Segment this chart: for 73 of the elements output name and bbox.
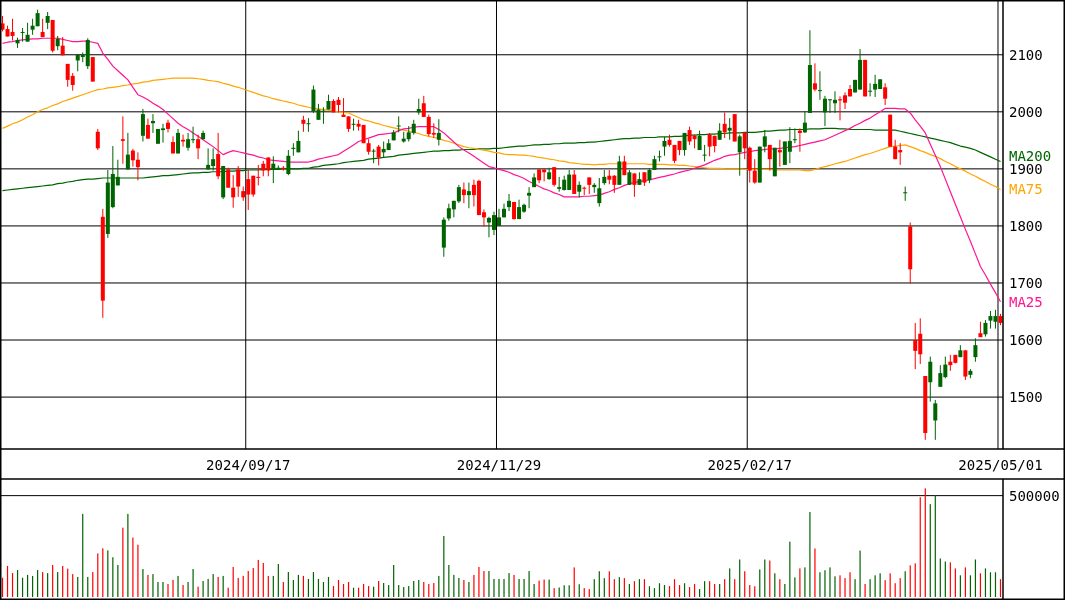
candlestick: [913, 322, 918, 370]
candlestick: [436, 118, 441, 146]
candlestick: [421, 95, 426, 118]
candlestick: [868, 82, 873, 97]
candlestick: [747, 146, 752, 184]
candlestick: [767, 144, 772, 172]
series-label: MA25: [1009, 293, 1043, 310]
line-series: [1, 77, 1002, 191]
candlestick: [466, 182, 471, 209]
candlestick: [351, 118, 356, 132]
candlestick: [883, 82, 888, 106]
candlestick: [176, 128, 181, 154]
candlestick: [186, 132, 191, 152]
candlestick: [973, 337, 978, 363]
candlestick: [507, 193, 512, 212]
candlestick: [737, 134, 742, 177]
candlestick: [662, 136, 667, 157]
candlestick: [286, 149, 291, 176]
candlestick: [271, 155, 276, 184]
y-tick-label: 2000: [1009, 103, 1043, 120]
candlestick: [130, 148, 135, 168]
candlestick: [25, 22, 30, 43]
x-tick-label: 2025/02/17: [707, 456, 792, 473]
y-tick-label: 1500: [1009, 388, 1043, 405]
candlestick: [903, 186, 908, 202]
candlestick: [231, 174, 236, 209]
candlestick: [396, 115, 401, 133]
candlestick: [597, 177, 602, 208]
candlestick: [496, 208, 501, 227]
candlestick: [451, 200, 456, 218]
candlestick: [371, 148, 376, 164]
x-tick-label: 2024/11/29: [456, 456, 542, 473]
candlestick: [236, 165, 241, 198]
candlestick: [742, 131, 747, 160]
candlestick: [306, 117, 311, 133]
y-tick-label: 2100: [1009, 46, 1043, 63]
candlestick: [20, 27, 25, 43]
y-tick-label: 1700: [1009, 274, 1043, 291]
y-tick-label: 500000: [1009, 487, 1060, 504]
candlestick: [145, 118, 150, 140]
candlestick: [226, 167, 231, 189]
candlestick: [752, 158, 757, 185]
candlestick: [10, 18, 15, 42]
series-label: MA75: [1009, 181, 1043, 198]
candlestick: [933, 399, 938, 441]
candlestick: [125, 132, 130, 170]
candlestick: [216, 132, 221, 180]
candlestick: [873, 74, 878, 98]
candlestick: [196, 134, 201, 160]
candlestick: [140, 108, 145, 142]
candlestick: [456, 184, 461, 204]
candlestick: [160, 123, 165, 144]
candlestick: [722, 111, 727, 139]
candlestick: [572, 169, 577, 195]
candlestick: [928, 356, 933, 403]
candlestick: [95, 128, 100, 151]
candlestick: [552, 166, 557, 188]
candlestick: [817, 70, 822, 101]
candlestick: [135, 151, 140, 181]
candlestick: [376, 144, 381, 166]
y-tick-label: 1800: [1009, 217, 1043, 234]
candlestick: [827, 98, 832, 114]
candlestick: [461, 182, 466, 204]
candlestick: [632, 172, 637, 198]
y-tick-label: 1600: [1009, 331, 1043, 348]
candlestick: [812, 62, 817, 92]
x-tick-label: 2024/09/17: [206, 456, 291, 473]
x-tick-label: 2025/05/01: [958, 456, 1043, 473]
candlestick: [166, 119, 170, 133]
candlestick: [527, 186, 532, 209]
candlestick: [938, 364, 943, 388]
candlestick: [617, 155, 622, 186]
candlestick: [120, 115, 125, 165]
